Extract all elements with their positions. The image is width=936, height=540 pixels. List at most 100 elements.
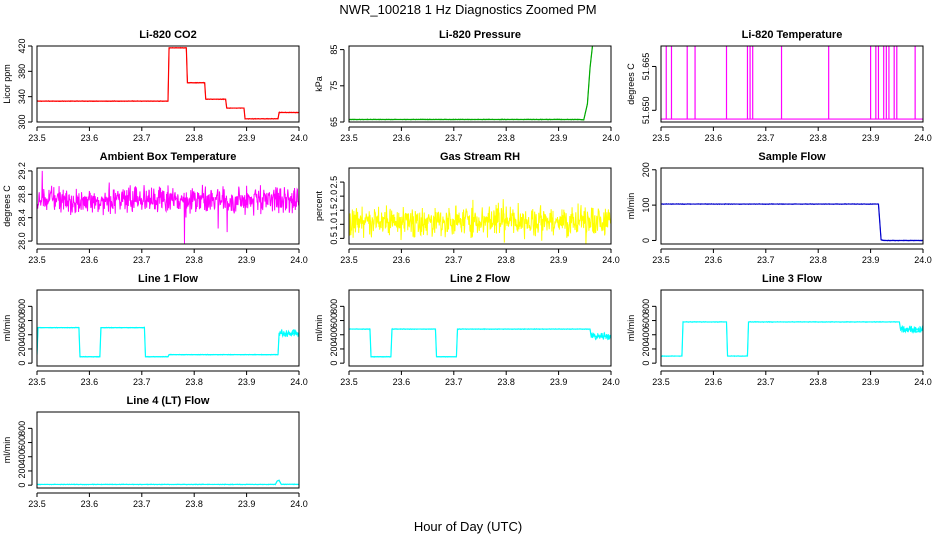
plot-area [37,170,299,244]
series-noisy-tail [278,328,299,339]
x-tick-label: 23.5 [28,499,46,509]
plot-area [661,320,923,358]
y-tick-label: 400 [329,327,339,342]
x-tick-label: 23.8 [497,133,515,143]
figure-title: NWR_100218 1 Hz Diagnostics Zoomed PM [339,2,596,17]
series-noisy-tail [899,324,923,335]
y-tick-label: 800 [329,299,339,314]
series-jitter [37,479,299,486]
series-jitter [37,46,299,120]
panel-title: Line 4 (LT) Flow [127,395,210,407]
panel-5: Gas Stream RH percent 23.5 23.6 23.7 23.8 23.9… [314,151,620,265]
x-tick-label: 23.9 [862,255,880,265]
y-tick-label: 0 [329,361,339,366]
y-tick-label: 100 [641,198,651,213]
series-jitter [349,327,611,358]
x-tick-label: 23.9 [862,133,880,143]
x-tick-label: 23.5 [340,133,358,143]
x-tick-label: 23.6 [393,377,411,387]
plot-frame [660,45,924,123]
figure-x-axis-label: Hour of Day (UTC) [414,519,522,534]
x-tick-label: 23.6 [705,255,723,265]
y-tick-label: 0 [17,361,27,366]
y-tick-label: 600 [17,313,27,328]
x-tick-label: 23.7 [133,499,151,509]
y-tick-label: 51.650 [641,97,651,125]
y-tick-label: 800 [17,299,27,314]
x-tick-label: 23.5 [652,377,670,387]
x-tick-label: 23.5 [340,377,358,387]
y-tick-label: 600 [329,313,339,328]
x-tick-label: 23.5 [28,133,46,143]
y-tick-label: 1.0 [329,218,339,231]
y-tick-label: 0 [17,483,27,488]
plot-area [37,479,299,486]
series-line-1 [349,199,611,244]
x-tick-label: 23.8 [185,377,203,387]
y-tick-label: 28.0 [17,232,27,250]
plot-area [349,199,611,244]
plot-area [661,202,923,242]
x-tick-label: 23.5 [28,255,46,265]
y-tick-label: 0 [641,238,651,243]
panel-title: Ambient Box Temperature [100,151,237,163]
plot-area [37,326,299,358]
x-tick-label: 23.7 [445,133,463,143]
plot-frame [36,411,300,489]
panel-title: Line 1 Flow [138,273,198,285]
x-tick-label: 23.8 [497,377,515,387]
y-tick-label: 600 [641,313,651,328]
plot-frame [36,167,300,245]
x-tick-label: 23.6 [81,255,99,265]
x-tick-label: 23.8 [497,255,515,265]
y-axis-label: ml/min [314,315,324,342]
x-tick-label: 23.8 [185,499,203,509]
x-tick-label: 24.0 [914,377,932,387]
series-jitter [349,46,593,121]
y-tick-label: 400 [17,449,27,464]
panel-1: Li-820 CO2 Licor ppm 23.5 23.6 23.7 23.8 23.9 2… [2,29,308,143]
x-tick-label: 23.6 [81,377,99,387]
y-axis-label: ml/min [626,193,636,220]
y-tick-label: 0 [641,361,651,366]
y-tick-label: 200 [641,341,651,356]
y-tick-label: 200 [641,162,651,177]
series-line-1 [349,328,611,358]
y-tick-label: 200 [17,341,27,356]
x-tick-label: 24.0 [290,499,308,509]
y-tick-label: 51.665 [641,53,651,81]
series-jitter [661,202,923,242]
plot-area [349,327,611,358]
x-tick-label: 23.5 [340,255,358,265]
x-tick-label: 23.5 [652,255,670,265]
plot-frame [660,289,924,367]
x-tick-label: 24.0 [914,255,932,265]
y-tick-label: 340 [17,89,27,104]
panel-10: Line 4 (LT) Flow ml/min 23.5 23.6 23.7 23.8 23… [2,395,308,509]
x-tick-label: 23.6 [393,133,411,143]
y-tick-label: 2.5 [329,176,339,189]
panel-title: Line 2 Flow [450,273,510,285]
plot-frame [348,289,612,367]
x-tick-label: 23.9 [550,377,568,387]
y-axis-label: degrees C [2,185,12,227]
x-tick-label: 23.9 [238,377,256,387]
x-tick-label: 24.0 [290,377,308,387]
y-tick-label: 28.4 [17,209,27,227]
x-tick-label: 23.9 [862,377,880,387]
panel-9: Line 3 Flow ml/min 23.5 23.6 23.7 23.8 23.9 24.… [626,273,932,387]
x-tick-label: 23.9 [550,255,568,265]
series-jitter [661,320,923,358]
x-tick-label: 23.6 [705,377,723,387]
series-line-1 [37,327,299,358]
x-tick-label: 23.7 [133,255,151,265]
y-tick-label: 380 [17,64,27,79]
plot-frame [36,289,300,367]
y-tick-label: 65 [329,117,339,127]
x-tick-label: 23.8 [185,133,203,143]
panel-3: Li-820 Temperature degrees C 23.5 23.6 23.7 2… [626,29,932,143]
plot-frame [36,45,300,123]
y-tick-label: 29.2 [17,162,27,180]
x-tick-label: 23.6 [81,499,99,509]
